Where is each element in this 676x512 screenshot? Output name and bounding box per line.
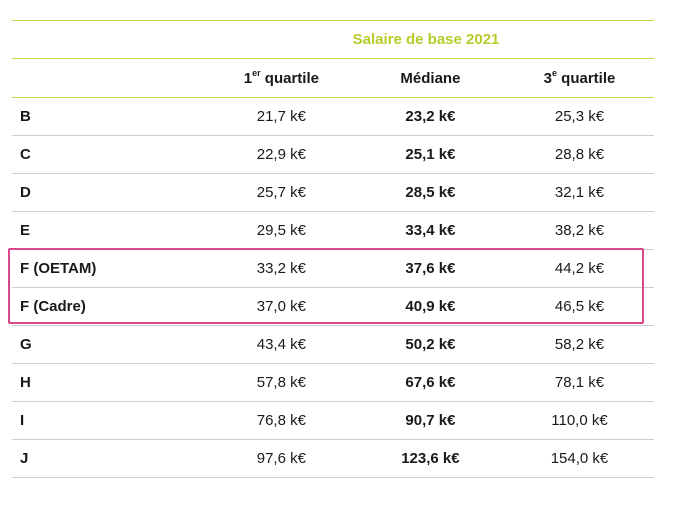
column-header-row: 1er quartile Médiane 3e quartile	[12, 59, 654, 98]
q3-value: 32,1 k€	[554, 184, 605, 201]
table-row: I 76,8 k€ 90,7 k€ 110,0 k€	[12, 402, 654, 440]
row-label: G	[20, 336, 32, 353]
q1-value: 33,2 k€	[256, 260, 306, 277]
table-row: F (OETAM) 33,2 k€ 37,6 k€ 44,2 k€	[12, 250, 654, 288]
q1-value: 37,0 k€	[256, 298, 306, 315]
table-row: J 97,6 k€ 123,6 k€ 154,0 k€	[12, 440, 654, 478]
q1-value: 57,8 k€	[256, 374, 306, 391]
table-row: C 22,9 k€ 25,1 k€ 28,8 k€	[12, 136, 654, 174]
row-label: I	[20, 412, 25, 429]
group-title: Salaire de base 2021	[352, 31, 500, 48]
group-header-row: Salaire de base 2021	[12, 21, 654, 59]
median-value: 28,5 k€	[405, 184, 456, 201]
q3-value: 44,2 k€	[554, 260, 605, 277]
top-rule	[12, 20, 654, 21]
median-value: 33,4 k€	[405, 222, 456, 239]
q1-value: 22,9 k€	[256, 146, 306, 163]
q1-value: 43,4 k€	[256, 336, 306, 353]
q3-value: 110,0 k€	[551, 412, 608, 429]
row-label: D	[20, 184, 31, 201]
row-label: E	[20, 222, 31, 239]
q1-value: 25,7 k€	[256, 184, 306, 201]
table-row: G 43,4 k€ 50,2 k€ 58,2 k€	[12, 326, 654, 364]
row-label: F (Cadre)	[20, 298, 86, 315]
table-body: B 21,7 k€ 23,2 k€ 25,3 k€ C 22,9 k€ 25,1 k€ 28…	[12, 98, 654, 478]
header-q1: 1er quartile	[243, 67, 319, 87]
q3-value: 38,2 k€	[554, 222, 605, 239]
q1-value: 97,6 k€	[256, 450, 306, 467]
median-value: 67,6 k€	[405, 374, 456, 391]
row-label: B	[20, 108, 31, 125]
q1-value: 29,5 k€	[256, 222, 306, 239]
q3-value: 46,5 k€	[554, 298, 605, 315]
row-label: J	[20, 450, 29, 467]
row-label: H	[20, 374, 31, 391]
q3-value: 25,3 k€	[554, 108, 605, 125]
table-row: B 21,7 k€ 23,2 k€ 25,3 k€	[12, 98, 654, 136]
table-row: E 29,5 k€ 33,4 k€ 38,2 k€	[12, 212, 654, 250]
q3-value: 58,2 k€	[554, 336, 605, 353]
row-label: F (OETAM)	[20, 260, 97, 277]
table-row: F (Cadre) 37,0 k€ 40,9 k€ 46,5 k€	[12, 288, 654, 326]
median-value: 50,2 k€	[405, 336, 456, 353]
median-value: 40,9 k€	[405, 298, 456, 315]
header-q3: 3e quartile	[543, 67, 616, 87]
row-label: C	[20, 146, 31, 163]
median-value: 90,7 k€	[405, 412, 456, 429]
median-value: 23,2 k€	[405, 108, 456, 125]
header-median: Médiane	[400, 69, 461, 87]
q3-value: 78,1 k€	[554, 374, 605, 391]
table-row: H 57,8 k€ 67,6 k€ 78,1 k€	[12, 364, 654, 402]
median-value: 25,1 k€	[405, 146, 456, 163]
median-value: 37,6 k€	[405, 260, 456, 277]
q1-value: 21,7 k€	[256, 108, 306, 125]
table-row: D 25,7 k€ 28,5 k€ 32,1 k€	[12, 174, 654, 212]
q3-value: 28,8 k€	[554, 146, 605, 163]
salary-table: Salaire de base 2021 1er quartile Médian…	[12, 20, 654, 478]
median-value: 123,6 k€	[401, 450, 460, 467]
q3-value: 154,0 k€	[550, 450, 609, 467]
q1-value: 76,8 k€	[256, 412, 306, 429]
